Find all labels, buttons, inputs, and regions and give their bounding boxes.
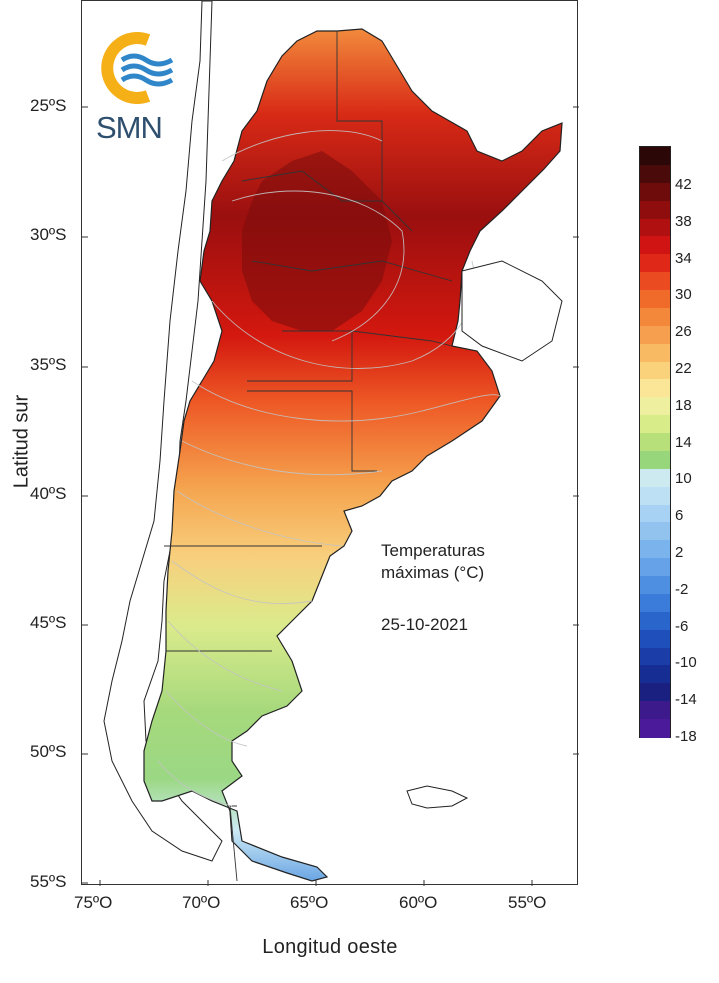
smn-logo: SMN [96, 28, 186, 150]
colorbar-label: -6 [675, 617, 689, 635]
colorbar-label: -14 [675, 691, 697, 709]
temperature-map [82, 1, 579, 886]
annotation-line-1: Temperaturas [381, 541, 485, 560]
province-borders [164, 31, 453, 882]
lon-label-70: 70ºO [182, 893, 221, 912]
colorbar-segment [640, 379, 670, 398]
colorbar-label: -2 [675, 580, 689, 598]
colorbar-segment [640, 164, 670, 184]
lon-label-75: 75ºO [74, 893, 113, 912]
colorbar-segment [640, 683, 670, 702]
colorbar-label: 38 [675, 212, 692, 230]
colorbar-segment [640, 361, 670, 380]
colorbar-label: 18 [675, 396, 692, 414]
colorbar-segment [640, 415, 670, 434]
colorbar-segment [640, 629, 670, 649]
colorbar [639, 146, 671, 738]
colorbar-segment [640, 468, 670, 488]
colorbar-label: 6 [675, 507, 684, 525]
colorbar-label: 34 [675, 249, 692, 267]
colorbar-segment [640, 307, 670, 327]
colorbar-segment [640, 397, 670, 416]
colorbar-segment [640, 147, 670, 166]
colorbar-segment [640, 433, 670, 452]
smn-logo-text: SMN [96, 110, 163, 145]
y-axis-label: Latitud sur [10, 394, 33, 489]
colorbar-label: 14 [675, 433, 692, 451]
colorbar-segment [640, 558, 670, 577]
colorbar-segment [640, 719, 670, 738]
lon-label-65: 65ºO [290, 893, 329, 912]
colorbar-segment [640, 200, 670, 220]
right-ticks [573, 106, 579, 755]
lon-label-55: 55ºO [508, 893, 547, 912]
x-axis-label: Longitud oeste [262, 936, 398, 958]
falkland-islands [406, 785, 469, 809]
colorbar-label: 2 [675, 544, 684, 561]
colorbar-segment [640, 522, 670, 541]
hot-core-region [242, 151, 392, 331]
colorbar-segment [640, 593, 670, 613]
lat-label-35: 35ºS [30, 355, 67, 374]
colorbar-segment [640, 218, 670, 237]
lat-label-45: 45ºS [30, 613, 67, 632]
uruguay-outline [461, 260, 563, 362]
colorbar-label: 22 [675, 360, 692, 377]
lat-label-25: 25ºS [30, 96, 67, 115]
left-ticks [82, 106, 88, 884]
lat-label-30: 30ºS [30, 225, 67, 244]
colorbar-label: 26 [675, 323, 692, 341]
map-frame [81, 0, 579, 886]
annotation-date: 25-10-2021 [381, 615, 468, 634]
colorbar-label: -10 [675, 654, 697, 672]
colorbar-segment [640, 254, 670, 273]
lat-label-40: 40ºS [30, 484, 67, 503]
colorbar-segment [640, 611, 670, 631]
colorbar-segment [640, 486, 670, 506]
colorbar-label: 10 [675, 470, 692, 488]
colorbar-segment [640, 450, 670, 470]
lon-label-60: 60ºO [399, 893, 438, 912]
colorbar-segment [640, 182, 670, 202]
temperature-isolines [157, 130, 501, 807]
smn-logo-mark [101, 32, 174, 104]
colorbar-label: 42 [675, 176, 692, 193]
colorbar-label: 30 [675, 286, 692, 304]
chile-outline [103, 1, 223, 862]
lat-label-50: 50ºS [30, 742, 67, 761]
annotation-line-2: máximas (°C) [381, 563, 485, 582]
colorbar-segment [640, 325, 670, 345]
colorbar-segment [640, 647, 670, 667]
colorbar-segment [640, 343, 670, 363]
lat-label-55: 55ºS [30, 872, 67, 891]
colorbar-segment [640, 504, 670, 524]
colorbar-segment [640, 540, 670, 559]
colorbar-segment [640, 272, 670, 291]
colorbar-label: -18 [675, 728, 697, 745]
colorbar-segment [640, 665, 670, 684]
colorbar-segment [640, 290, 670, 309]
colorbar-segment [640, 236, 670, 255]
colorbar-segment [640, 576, 670, 595]
map-annotation: Temperaturas máximas (°C) 25-10-2021 [381, 540, 485, 636]
bottom-ticks [99, 880, 533, 886]
colorbar-segment [640, 701, 670, 720]
